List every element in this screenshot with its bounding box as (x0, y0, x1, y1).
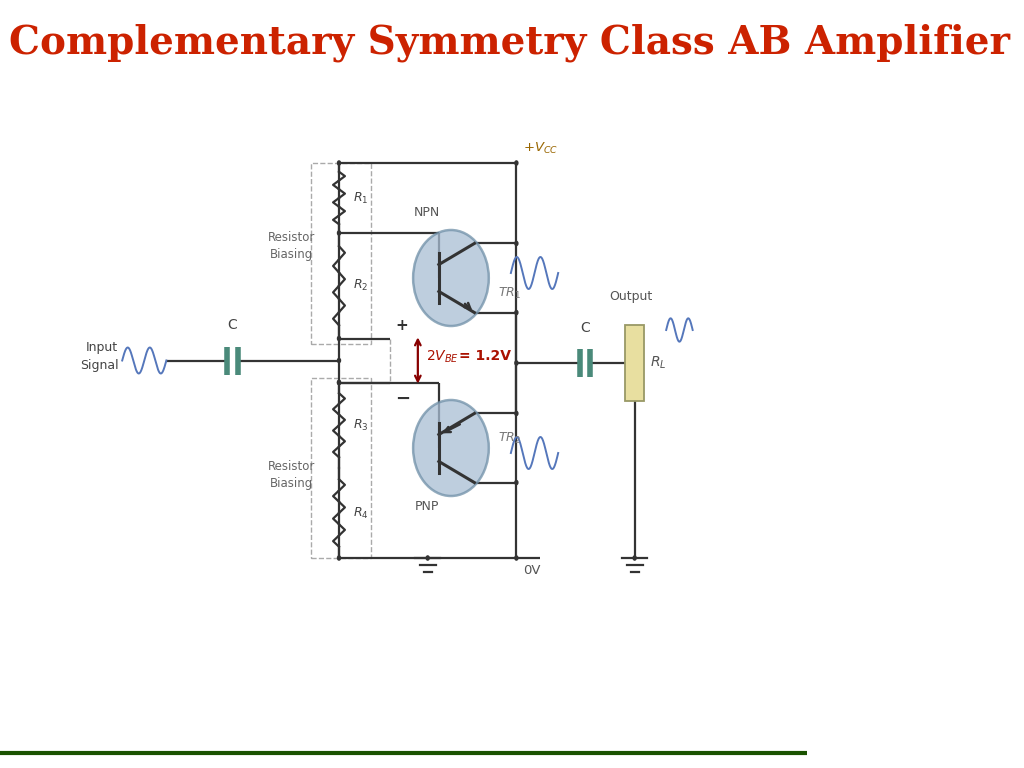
Text: Output: Output (609, 290, 652, 303)
Circle shape (337, 379, 341, 386)
Text: $R_L$: $R_L$ (650, 355, 667, 371)
Text: C: C (227, 319, 238, 333)
Text: = 1.2V: = 1.2V (459, 349, 511, 363)
Circle shape (337, 161, 341, 166)
Circle shape (633, 555, 637, 561)
Text: $+V_{CC}$: $+V_{CC}$ (522, 141, 558, 156)
Text: $TR_1$: $TR_1$ (499, 286, 521, 300)
Circle shape (426, 555, 430, 561)
Circle shape (514, 360, 518, 366)
Text: Input
Signal: Input Signal (80, 342, 118, 372)
Text: PNP: PNP (415, 500, 439, 513)
Text: C: C (581, 321, 590, 335)
Text: +: + (395, 319, 408, 333)
Text: Resistor
Biasing: Resistor Biasing (268, 460, 315, 490)
Text: Resistor
Biasing: Resistor Biasing (268, 230, 315, 261)
Text: $R_2$: $R_2$ (353, 278, 369, 293)
Circle shape (514, 411, 518, 416)
Text: $2V_{BE}$: $2V_{BE}$ (426, 349, 459, 365)
Circle shape (514, 310, 518, 316)
Circle shape (337, 379, 341, 386)
Text: −: − (395, 389, 410, 408)
Circle shape (413, 400, 488, 496)
Circle shape (514, 555, 518, 561)
Text: Complementary Symmetry Class AB Amplifier: Complementary Symmetry Class AB Amplifie… (9, 23, 1011, 61)
Circle shape (413, 230, 488, 326)
Circle shape (337, 230, 341, 236)
Circle shape (337, 555, 341, 561)
Text: 0V: 0V (522, 564, 541, 577)
Circle shape (337, 336, 341, 341)
Circle shape (514, 480, 518, 485)
Text: NPN: NPN (414, 206, 440, 219)
FancyBboxPatch shape (626, 325, 644, 401)
Text: $R_4$: $R_4$ (353, 505, 369, 521)
Circle shape (514, 240, 518, 247)
Text: $R_1$: $R_1$ (353, 190, 369, 206)
Text: $TR_2$: $TR_2$ (499, 430, 521, 445)
Circle shape (514, 161, 518, 166)
Circle shape (337, 358, 341, 363)
Text: $R_3$: $R_3$ (353, 418, 369, 433)
